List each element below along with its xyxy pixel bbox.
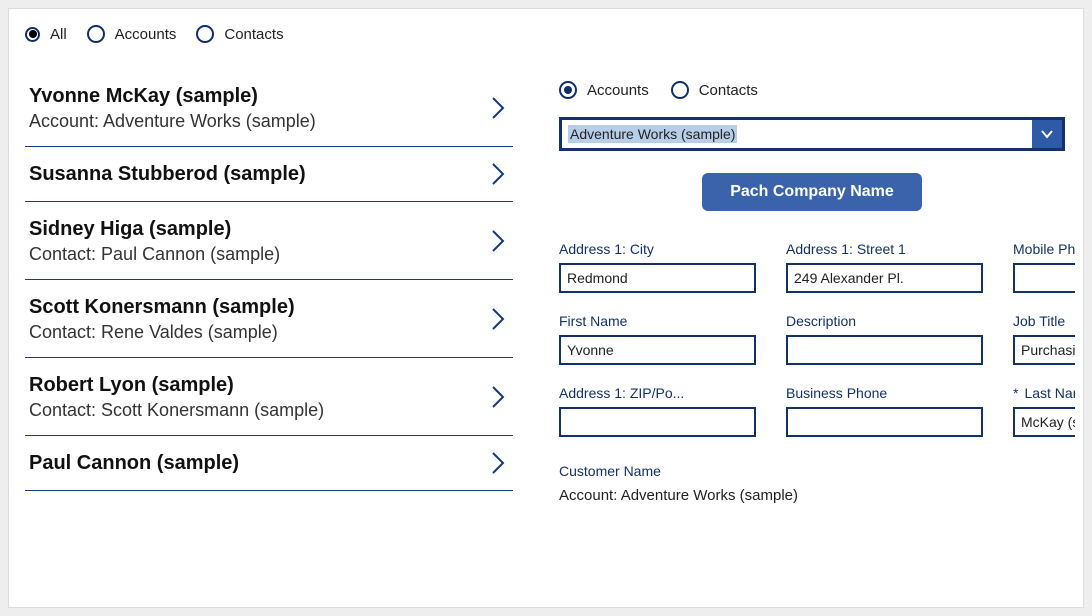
field-last-name: * Last Name	[1013, 385, 1075, 437]
content-panes: Yvonne McKay (sample)Account: Adventure …	[25, 69, 1075, 607]
address-zip-input[interactable]	[559, 407, 756, 437]
list-item-text: Sidney Higa (sample)Contact: Paul Cannon…	[29, 216, 280, 265]
customer-name-block: Customer Name Account: Adventure Works (…	[559, 463, 1075, 504]
field-job-title: Job Title	[1013, 313, 1075, 365]
top-filter-radio-all[interactable]: All	[25, 26, 67, 43]
field-mobile-phone: Mobile Phone	[1013, 241, 1075, 293]
results-list[interactable]: Yvonne McKay (sample)Account: Adventure …	[25, 69, 515, 607]
top-filter-radio-contacts[interactable]: Contacts	[196, 25, 283, 43]
required-indicator-icon: *	[1013, 385, 1018, 401]
address-street-input[interactable]	[786, 263, 983, 293]
chevron-right-icon	[491, 229, 505, 253]
last-name-input[interactable]	[1013, 407, 1075, 437]
list-item[interactable]: Susanna Stubberod (sample)	[25, 147, 513, 202]
detail-filter-radio-accounts[interactable]: Accounts	[559, 81, 649, 99]
list-item-text: Paul Cannon (sample)	[29, 450, 239, 476]
chevron-right-icon	[491, 451, 505, 475]
list-item-title: Robert Lyon (sample)	[29, 372, 324, 398]
list-item-subtitle: Account: Adventure Works (sample)	[29, 111, 316, 132]
field-label: Business Phone	[786, 385, 887, 401]
detail-pane: Accounts Contacts Adventure Works (sampl…	[515, 69, 1075, 607]
detail-filter-radio-contacts[interactable]: Contacts	[671, 81, 758, 99]
chevron-right-icon	[491, 307, 505, 331]
list-item-subtitle: Contact: Rene Valdes (sample)	[29, 322, 295, 343]
field-label: Address 1: Street 1	[786, 241, 906, 257]
account-select-value: Adventure Works (sample)	[562, 120, 1032, 148]
radio-icon	[559, 81, 577, 99]
field-business-phone: Business Phone	[786, 385, 983, 437]
address-city-input[interactable]	[559, 263, 756, 293]
list-item[interactable]: Scott Konersmann (sample)Contact: Rene V…	[25, 280, 513, 358]
field-address-zip: Address 1: ZIP/Po...	[559, 385, 756, 437]
field-label: Last Name	[1024, 385, 1075, 401]
list-item-subtitle: Contact: Paul Cannon (sample)	[29, 244, 280, 265]
field-label: Mobile Phone	[1013, 241, 1075, 257]
radio-icon	[671, 81, 689, 99]
action-row: Pach Company Name	[559, 173, 1065, 211]
chevron-right-icon	[491, 96, 505, 120]
chevron-down-icon	[1040, 129, 1054, 139]
field-label: Address 1: City	[559, 241, 654, 257]
list-item-text: Scott Konersmann (sample)Contact: Rene V…	[29, 294, 295, 343]
list-item-text: Susanna Stubberod (sample)	[29, 161, 306, 187]
list-item-subtitle: Contact: Scott Konersmann (sample)	[29, 400, 324, 421]
chevron-right-icon	[491, 162, 505, 186]
top-filter-radio-accounts[interactable]: Accounts	[87, 25, 177, 43]
field-label: Description	[786, 313, 856, 329]
account-select-dropdown-button[interactable]	[1032, 120, 1062, 148]
list-item[interactable]: Sidney Higa (sample)Contact: Paul Cannon…	[25, 202, 513, 280]
field-label: First Name	[559, 313, 627, 329]
first-name-input[interactable]	[559, 335, 756, 365]
list-item[interactable]: Yvonne McKay (sample)Account: Adventure …	[25, 69, 513, 147]
field-label: Job Title	[1013, 313, 1065, 329]
detail-filter-radio-group: Accounts Contacts	[559, 81, 1065, 99]
list-item-text: Yvonne McKay (sample)Account: Adventure …	[29, 83, 316, 132]
detail-form: Address 1: City Address 1: Street 1 Mobi…	[559, 241, 1065, 504]
list-item-title: Paul Cannon (sample)	[29, 450, 239, 476]
account-select-text: Adventure Works (sample)	[568, 125, 737, 143]
patch-company-name-button[interactable]: Pach Company Name	[702, 173, 922, 211]
radio-label: Accounts	[587, 82, 649, 99]
job-title-input[interactable]	[1013, 335, 1075, 365]
field-address-street: Address 1: Street 1	[786, 241, 983, 293]
radio-icon	[87, 25, 105, 43]
radio-label: All	[50, 26, 67, 43]
radio-label: Contacts	[224, 26, 283, 43]
list-item[interactable]: Paul Cannon (sample)	[25, 436, 513, 491]
field-address-city: Address 1: City	[559, 241, 756, 293]
customer-name-value: Account: Adventure Works (sample)	[559, 487, 1075, 504]
list-item-title: Scott Konersmann (sample)	[29, 294, 295, 320]
top-filter-radio-group: All Accounts Contacts	[25, 25, 1075, 43]
field-description: Description	[786, 313, 983, 365]
list-item[interactable]: Robert Lyon (sample)Contact: Scott Koner…	[25, 358, 513, 436]
radio-label: Contacts	[699, 82, 758, 99]
business-phone-input[interactable]	[786, 407, 983, 437]
main-card: All Accounts Contacts Yvonne McKay (samp…	[8, 8, 1084, 608]
list-item-title: Susanna Stubberod (sample)	[29, 161, 306, 187]
chevron-right-icon	[491, 385, 505, 409]
description-input[interactable]	[786, 335, 983, 365]
mobile-phone-input[interactable]	[1013, 263, 1075, 293]
account-select[interactable]: Adventure Works (sample)	[559, 117, 1065, 151]
customer-name-label: Customer Name	[559, 463, 1075, 479]
field-label: Address 1: ZIP/Po...	[559, 385, 684, 401]
radio-label: Accounts	[115, 26, 177, 43]
radio-icon	[25, 27, 40, 42]
list-item-text: Robert Lyon (sample)Contact: Scott Koner…	[29, 372, 324, 421]
list-item-title: Yvonne McKay (sample)	[29, 83, 316, 109]
radio-icon	[196, 25, 214, 43]
list-item-title: Sidney Higa (sample)	[29, 216, 280, 242]
field-first-name: First Name	[559, 313, 756, 365]
